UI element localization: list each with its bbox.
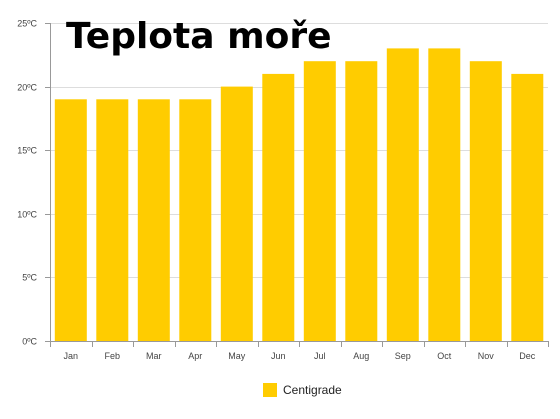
x-tick-label: Apr <box>188 351 202 361</box>
bar-apr <box>179 99 212 341</box>
y-tick-label: 20ºC <box>17 83 37 93</box>
y-tick-label: 25ºC <box>17 19 37 29</box>
x-tick-label: May <box>228 351 246 361</box>
bar-sep <box>386 48 419 342</box>
x-tick-label: Jul <box>314 351 326 361</box>
y-tick-label: 5ºC <box>22 273 37 283</box>
bar-jul <box>303 61 336 341</box>
y-tick-label: 0ºC <box>22 337 37 347</box>
x-tick-label: Mar <box>146 351 162 361</box>
bar-jun <box>262 73 295 342</box>
bar-feb <box>96 99 129 341</box>
x-tick-label: Aug <box>353 351 369 361</box>
x-tick-label: Jan <box>64 351 79 361</box>
x-tick-label: Jun <box>271 351 286 361</box>
legend-swatch <box>263 383 277 397</box>
y-tick-label: 15ºC <box>17 146 37 156</box>
x-tick-label: Feb <box>105 351 121 361</box>
chart-title: Teplota moře <box>66 16 332 57</box>
bar-mar <box>137 99 170 341</box>
x-tick-label: Nov <box>478 351 495 361</box>
bar-may <box>220 86 253 341</box>
bar-oct <box>428 48 461 342</box>
bar-jan <box>54 99 87 341</box>
x-tick-label: Sep <box>395 351 411 361</box>
bar-nov <box>469 61 502 341</box>
bar-dec <box>511 73 544 342</box>
y-tick-label: 10ºC <box>17 210 37 220</box>
x-tick-label: Oct <box>437 351 452 361</box>
legend-label: Centigrade <box>283 383 342 397</box>
legend: Centigrade <box>263 383 342 397</box>
bar-aug <box>345 61 378 341</box>
x-tick-label: Dec <box>519 351 536 361</box>
